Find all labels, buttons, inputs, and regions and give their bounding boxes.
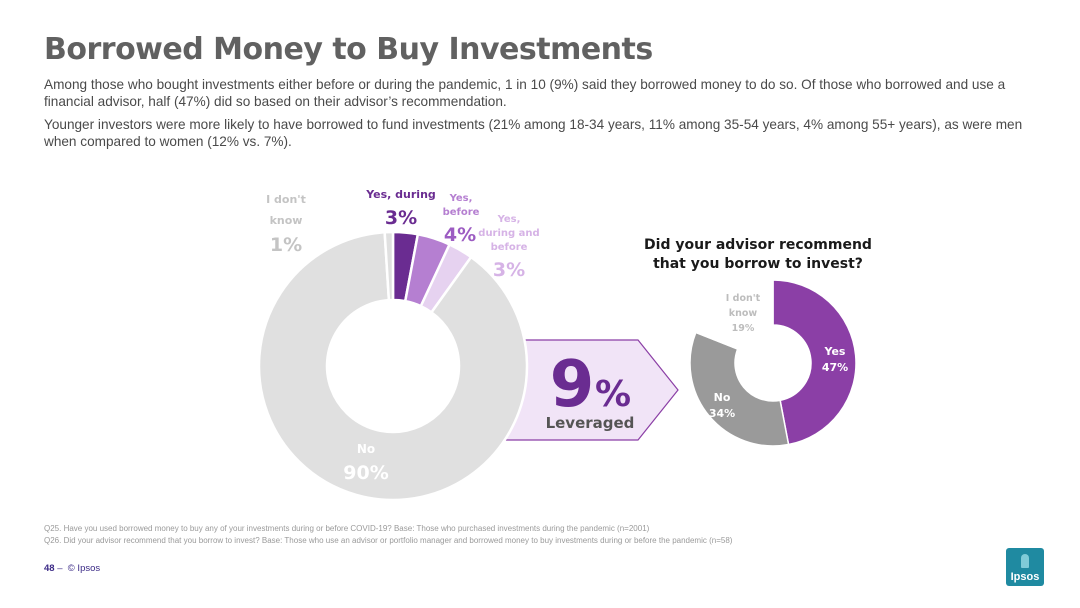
right-yes-value-label: 47% (822, 361, 848, 374)
right-no-value-label: 34% (709, 407, 735, 420)
page-title: Borrowed Money to Buy Investments (44, 32, 653, 67)
right-dk-label-line1: I don't (726, 293, 761, 304)
logo-text: Ipsos (1010, 571, 1040, 583)
yes-during-value-label: 3% (385, 207, 417, 229)
ipsos-logo: Ipsos (1006, 548, 1044, 586)
copyright: © Ipsos (67, 563, 101, 574)
right-dk-value-label: 19% (732, 323, 755, 334)
page-footer: 48 – © Ipsos (44, 563, 100, 574)
dk-label-line2: know (270, 214, 303, 227)
callout-value: 9 (550, 348, 595, 422)
right-chart-title-line1: Did your advisor recommend (644, 237, 872, 253)
yes-during-before-label-line1: Yes, (497, 214, 521, 225)
no-label: No (357, 442, 375, 456)
yes-before-value-label: 4% (444, 224, 476, 246)
yes-before-label-line2: before (443, 207, 480, 218)
right-dk-label-line2: know (729, 308, 758, 319)
no-value-label: 90% (343, 462, 388, 484)
demographics-paragraph: Younger investors were more likely to ha… (44, 117, 1023, 149)
yes-during-before-label-line2: during and (478, 228, 539, 239)
callout-unit: % (595, 374, 631, 415)
intro-paragraph: Among those who bought investments eithe… (44, 77, 1006, 109)
yes-during-before-label-line3: before (491, 242, 528, 253)
left-slice-i-don-t-know (383, 230, 395, 302)
borrowed-donut-chart (257, 230, 529, 502)
yes-before-label-line1: Yes, (449, 193, 473, 204)
yes-during-before-value-label: 3% (493, 259, 525, 281)
left-slice-no (257, 230, 529, 502)
yes-during-label: Yes, during (365, 188, 436, 201)
right-chart-title-line2: that you borrow to invest? (653, 256, 863, 272)
logo-figure-icon (1021, 554, 1029, 568)
right-yes-label: Yes (824, 345, 846, 358)
callout-label: Leveraged (546, 414, 635, 432)
advisor-donut-chart (689, 279, 857, 447)
right-slice-no (689, 331, 790, 447)
footer-separator: – (57, 563, 63, 574)
right-no-label: No (714, 391, 731, 404)
page-number: 48 (44, 563, 55, 574)
right-slice-i-don-t-know (694, 279, 774, 350)
footnote-q25: Q25. Have you used borrowed money to buy… (44, 524, 650, 533)
dk-value-label: 1% (270, 234, 302, 256)
dk-label-line1: I don't (266, 193, 306, 206)
right-slice-yes (772, 279, 857, 446)
footnote-q26: Q26. Did your advisor recommend that you… (44, 536, 733, 545)
